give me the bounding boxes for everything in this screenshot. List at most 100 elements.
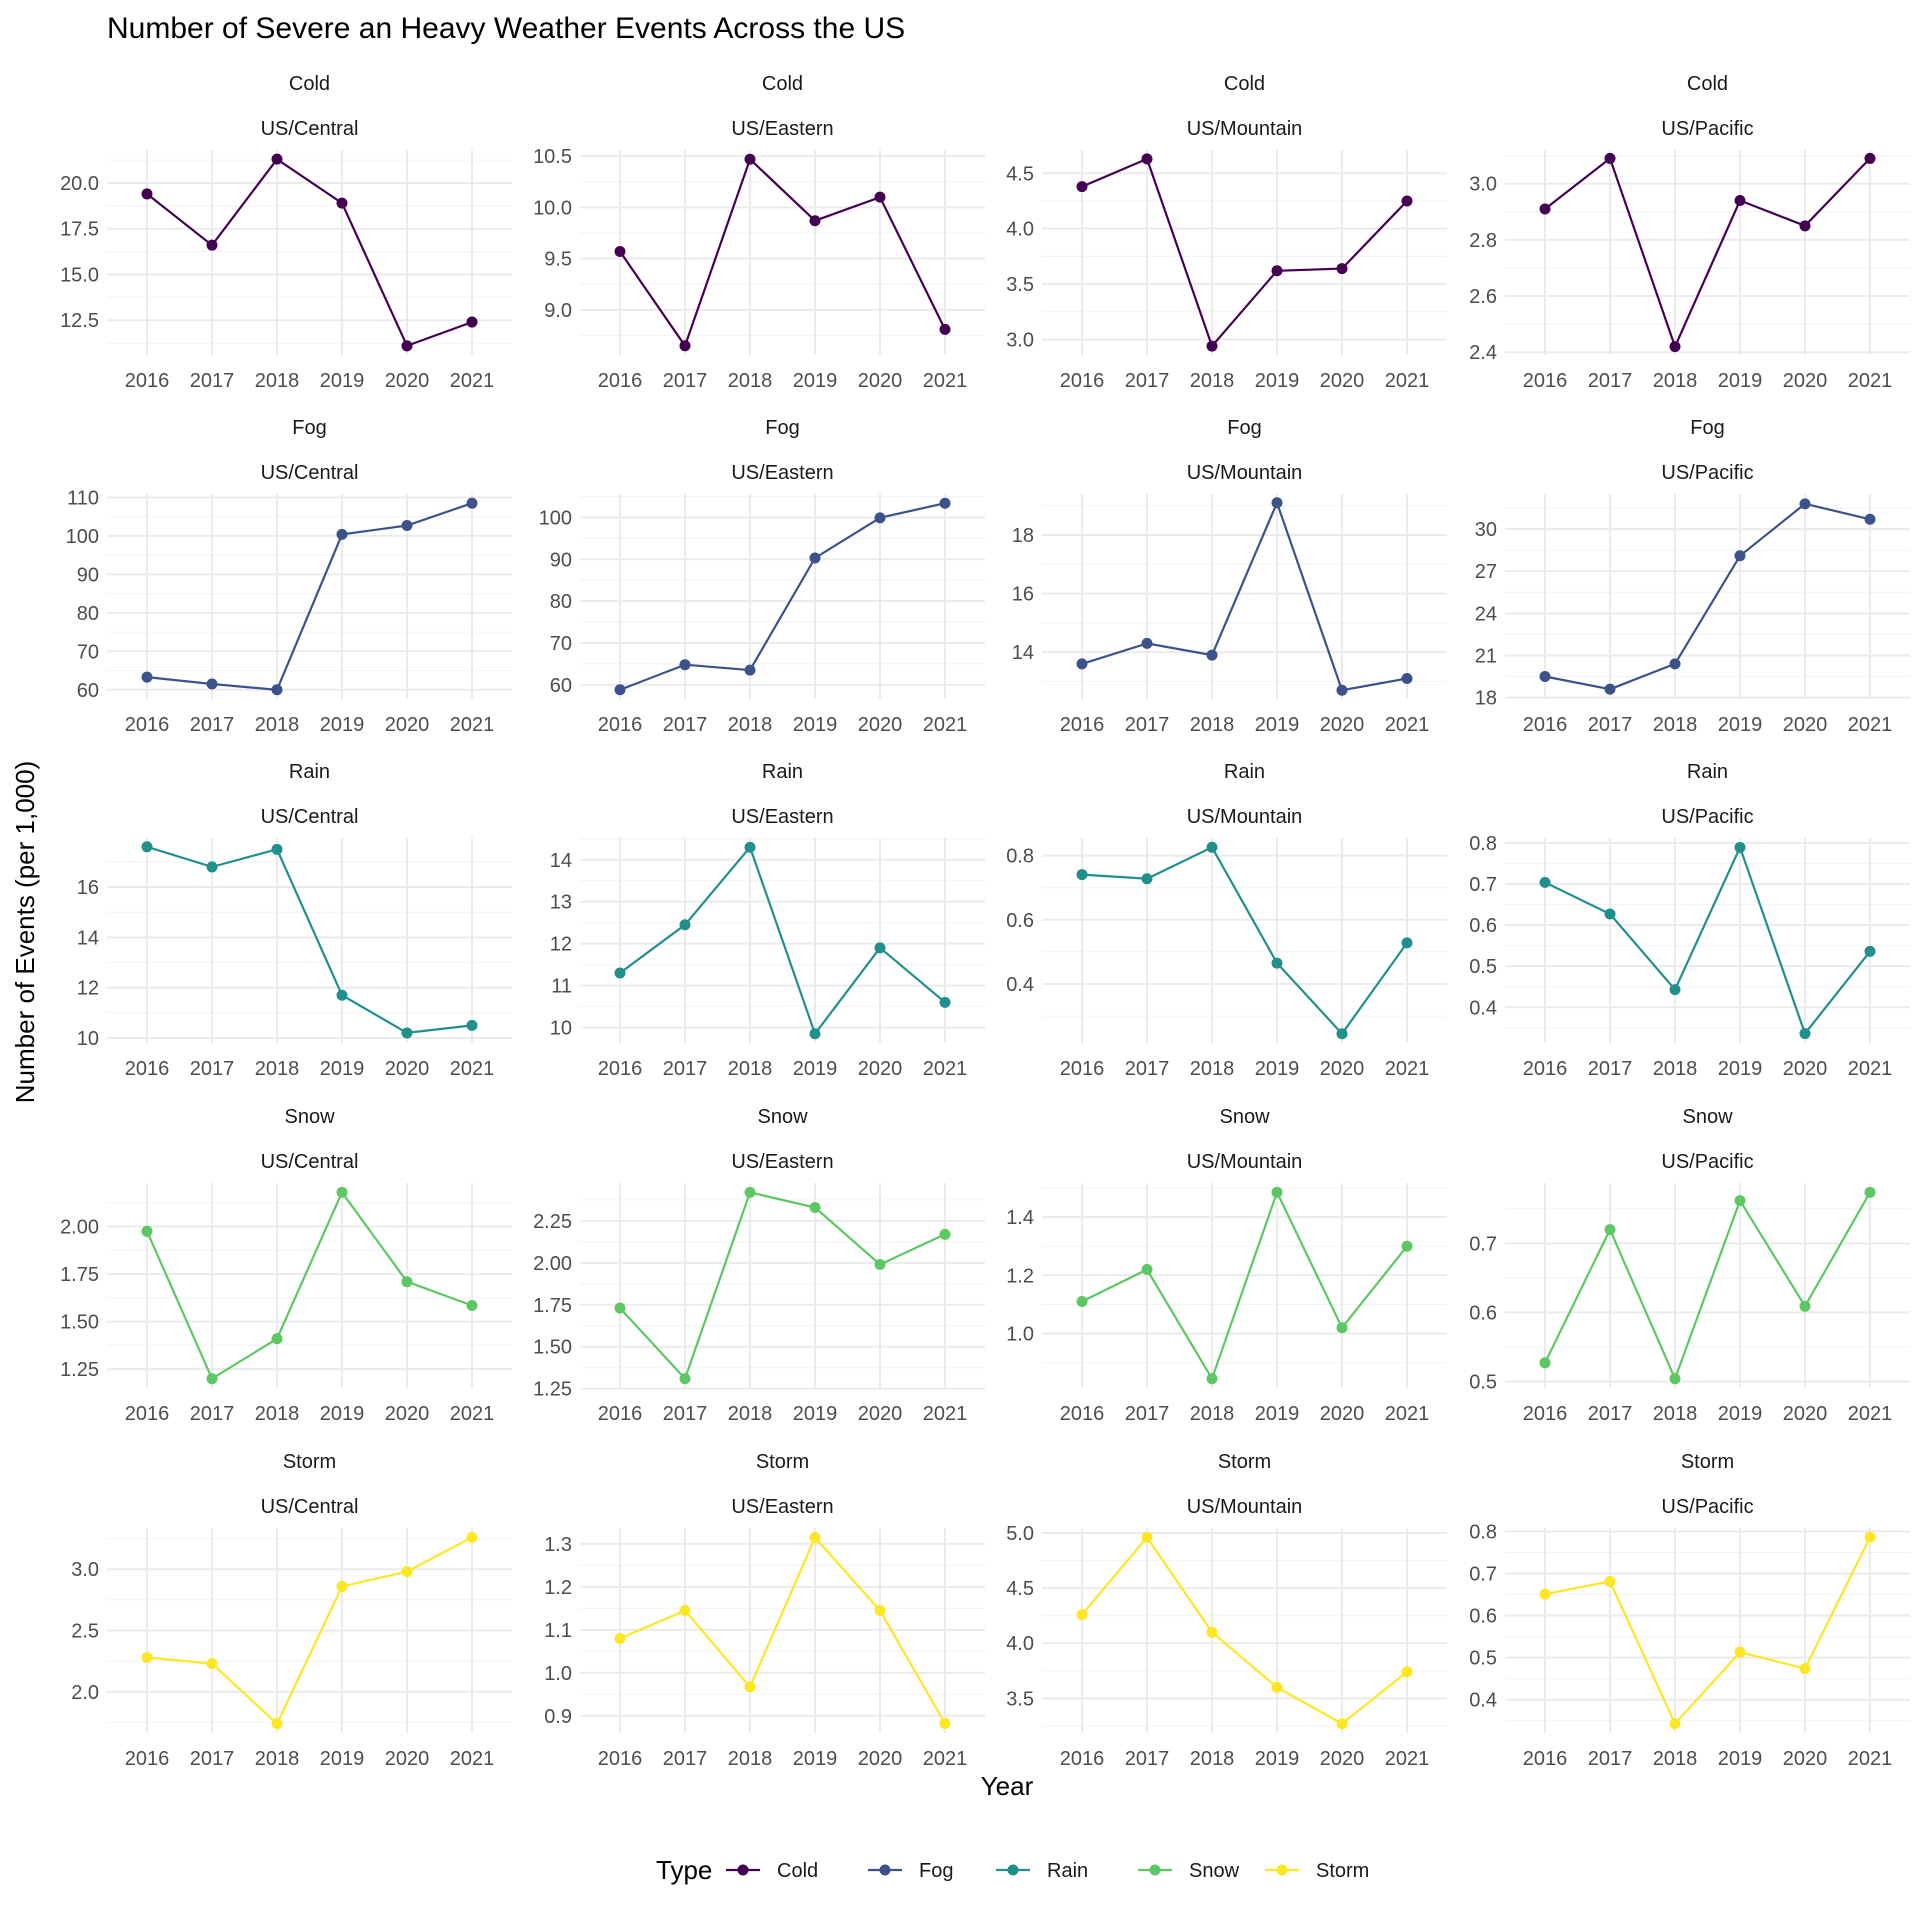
x-tick-label: 2017 — [1125, 1058, 1170, 1080]
x-tick-label: 2021 — [1848, 1748, 1893, 1770]
x-tick-label: 2017 — [1125, 714, 1170, 736]
x-tick-label: 2016 — [1060, 714, 1105, 736]
facet-panel: Fog US/Central 60 70 80 90 100 110 2016 2017 2018 2… — [66, 417, 512, 736]
y-tick-label: 3.5 — [1006, 1688, 1034, 1710]
chart-title: Number of Severe an Heavy Weather Events… — [107, 12, 905, 45]
y-tick-label: 21 — [1475, 645, 1497, 667]
x-tick-label: 2016 — [598, 1058, 643, 1080]
data-point — [271, 684, 283, 696]
data-point — [206, 1658, 218, 1670]
data-point — [939, 497, 951, 509]
legend-label: Cold — [777, 1860, 818, 1882]
y-tick-label: 0.9 — [544, 1706, 572, 1728]
x-tick-label: 2018 — [1653, 370, 1698, 392]
data-point — [1076, 1296, 1088, 1308]
series-line — [619, 845, 946, 1037]
data-point — [1799, 220, 1811, 232]
y-tick-label: 3.0 — [71, 1559, 99, 1581]
data-point — [1799, 1028, 1811, 1040]
data-point — [1141, 873, 1153, 885]
data-point — [809, 552, 821, 564]
y-tick-label: 0.4 — [1469, 997, 1497, 1019]
data-point — [809, 215, 821, 227]
x-tick-label: 2021 — [923, 1058, 968, 1080]
data-point — [1799, 498, 1811, 510]
facet-strip-timezone: US/Eastern — [731, 1151, 833, 1173]
x-tick-label: 2020 — [1783, 1748, 1828, 1770]
x-tick-label: 2017 — [663, 1748, 708, 1770]
x-tick-label: 2018 — [255, 370, 300, 392]
data-point — [1206, 1373, 1218, 1385]
x-tick-label: 2019 — [320, 714, 365, 736]
facet-strip-type: Rain — [1224, 761, 1265, 783]
y-tick-label: 14 — [1012, 642, 1034, 664]
y-tick-label: 80 — [77, 603, 99, 625]
x-tick-label: 2017 — [663, 714, 708, 736]
data-point — [1669, 1718, 1681, 1730]
facet-panel: Snow US/Pacific 0.5 0.6 0.7 2016 2017 2018 2019 2… — [1469, 1106, 1910, 1425]
y-tick-label: 1.2 — [544, 1577, 572, 1599]
data-point — [1336, 684, 1348, 696]
x-tick-label: 2020 — [858, 1058, 903, 1080]
series-line — [146, 157, 473, 348]
data-point — [401, 340, 413, 352]
data-point — [809, 1028, 821, 1040]
data-point — [1539, 1588, 1551, 1600]
facet-strip-timezone: US/Pacific — [1661, 118, 1753, 140]
facet-strip-type: Cold — [1224, 73, 1265, 95]
facet-strip-type: Cold — [762, 73, 803, 95]
data-point — [1206, 340, 1218, 352]
x-tick-label: 2019 — [793, 1058, 838, 1080]
data-point — [271, 843, 283, 855]
x-tick-label: 2020 — [1320, 1403, 1365, 1425]
facet-panel: Snow US/Central 1.25 1.50 1.75 2.00 2016 2017 20… — [60, 1106, 512, 1425]
x-tick-label: 2020 — [385, 1403, 430, 1425]
data-point — [141, 1225, 153, 1237]
data-point — [271, 1333, 283, 1345]
data-point — [271, 1718, 283, 1730]
y-tick-label: 0.7 — [1469, 1233, 1497, 1255]
data-point — [206, 239, 218, 251]
data-point — [1669, 658, 1681, 670]
facet-panel: Storm US/Pacific 0.4 0.5 0.6 0.7 0.8 2016 2017 20… — [1469, 1451, 1910, 1770]
y-tick-label: 1.25 — [60, 1359, 99, 1381]
data-point — [939, 1718, 951, 1730]
series-line — [1544, 1536, 1871, 1726]
facet-panel: Fog US/Pacific 18 21 24 27 30 2016 2017 2018 2019 2… — [1475, 417, 1910, 736]
y-tick-label: 3.0 — [1469, 174, 1497, 196]
data-point — [1206, 841, 1218, 853]
data-point — [1799, 1300, 1811, 1312]
x-tick-label: 2019 — [320, 1403, 365, 1425]
y-tick-label: 1.3 — [544, 1534, 572, 1556]
x-tick-label: 2018 — [1190, 1058, 1235, 1080]
x-tick-label: 2020 — [1320, 714, 1365, 736]
y-tick-label: 1.2 — [1006, 1265, 1034, 1287]
x-tick-label: 2017 — [1125, 370, 1170, 392]
facet-panel: Snow US/Eastern 1.25 1.50 1.75 2.00 2.25 2016 20… — [533, 1106, 985, 1425]
x-tick-label: 2020 — [858, 1403, 903, 1425]
data-point — [1271, 265, 1283, 277]
y-tick-label: 2.00 — [60, 1217, 99, 1239]
x-tick-label: 2020 — [1320, 370, 1365, 392]
y-tick-label: 27 — [1475, 561, 1497, 583]
data-point — [1271, 1186, 1283, 1198]
y-tick-label: 12 — [550, 934, 572, 956]
facet-strip-type: Fog — [1690, 417, 1724, 439]
x-tick-label: 2016 — [1523, 1058, 1568, 1080]
x-tick-label: 2016 — [1060, 370, 1105, 392]
x-tick-label: 2021 — [923, 1403, 968, 1425]
facet-strip-type: Snow — [1219, 1106, 1270, 1128]
facet-strip-type: Snow — [1682, 1106, 1733, 1128]
data-point — [874, 512, 886, 524]
y-tick-label: 4.5 — [1006, 1578, 1034, 1600]
y-tick-label: 9.0 — [544, 300, 572, 322]
x-tick-label: 2021 — [1385, 1058, 1430, 1080]
data-point — [1604, 152, 1616, 164]
y-tick-label: 2.4 — [1469, 342, 1497, 364]
facet-panel: Fog US/Eastern 60 70 80 90 100 2016 2017 2018 2019… — [539, 417, 985, 736]
series-line — [1544, 844, 1871, 1036]
x-tick-label: 2018 — [1653, 1058, 1698, 1080]
data-point — [744, 1186, 756, 1198]
legend-title: Type — [656, 1855, 712, 1885]
